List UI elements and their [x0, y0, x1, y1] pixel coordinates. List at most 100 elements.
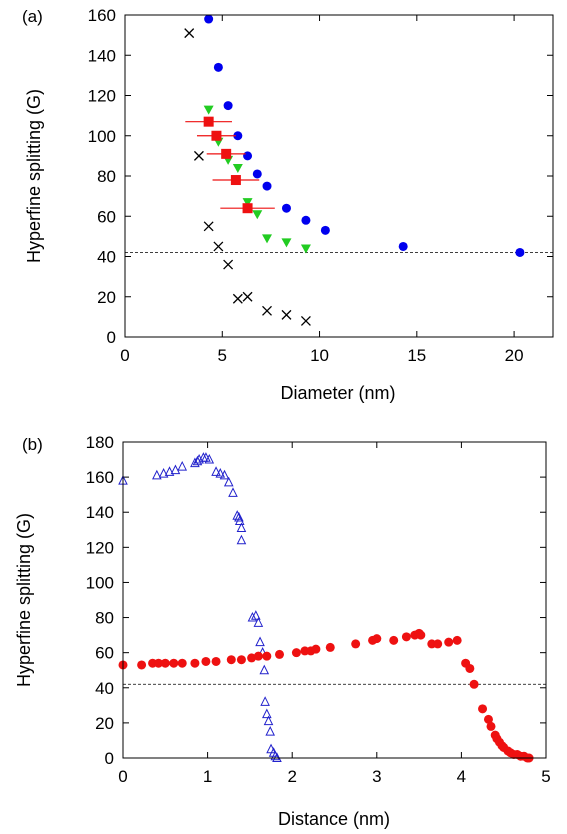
panel-b-point — [262, 651, 272, 661]
panel-a-y-tick-label: 40 — [97, 248, 116, 267]
panel-a-point — [193, 150, 204, 161]
panel-b-point — [152, 469, 162, 480]
panel-b-x-tick-label: 1 — [203, 767, 212, 786]
panel-a-point — [211, 130, 222, 141]
panel-a-y-tick-label: 60 — [97, 207, 116, 226]
panel-a-point — [300, 315, 311, 326]
panel-a-point — [203, 221, 214, 232]
panel-a-point — [223, 101, 233, 111]
panel-b-y-tick-label: 100 — [86, 573, 114, 592]
panel-a-plot-frame — [124, 14, 554, 338]
panel-b-point — [223, 476, 234, 487]
panel-b-point — [177, 460, 188, 471]
panel-a-point — [281, 309, 292, 320]
panel-a-tag: (a) — [22, 7, 43, 26]
panel-a-y-tick-label: 80 — [97, 167, 116, 186]
panel-b-series-triangle-open — [118, 452, 282, 762]
panel-b-point — [234, 515, 245, 525]
panel-b-point — [389, 635, 399, 645]
panel-b-point — [211, 466, 221, 476]
panel-b-y-tick-label: 40 — [95, 679, 114, 698]
panel-b-point — [169, 658, 179, 668]
panel-a-y-tick-label: 0 — [107, 328, 116, 347]
panel-b-y-tick-label: 60 — [95, 644, 114, 663]
panel-a-point — [262, 234, 273, 244]
panel-b-point — [291, 648, 301, 658]
panel-b-point — [483, 714, 493, 724]
panel-b-point — [236, 534, 247, 545]
panel-b-plot-frame — [122, 441, 547, 759]
panel-b-point — [228, 487, 238, 497]
panel-b-point — [253, 617, 264, 627]
panel-b-series-circle — [118, 628, 534, 763]
panel-a-point — [242, 203, 253, 214]
panel-a-point — [221, 148, 232, 159]
panel-b-point — [433, 639, 443, 649]
panel-a-series-square — [185, 116, 275, 214]
panel-b-point — [190, 658, 200, 668]
panel-b-point — [164, 466, 175, 476]
panel-b: (b) Hyperfine splitting (G) Distance (nm… — [14, 433, 551, 829]
panel-b-point — [154, 658, 164, 668]
panel-a-point — [232, 293, 243, 304]
panel-a-point — [320, 225, 330, 235]
panel-a-point — [262, 181, 272, 191]
panel-b-point — [234, 511, 244, 522]
panel-b-point — [275, 649, 285, 659]
panel-a-point — [232, 163, 243, 173]
panel-b-x-tick-label: 4 — [457, 767, 466, 786]
panel-a-series-circle — [204, 14, 525, 257]
panel-a-series-cross — [184, 28, 311, 326]
panel-b-point — [265, 726, 276, 736]
panel-b-point — [486, 721, 496, 731]
panel-a-point — [242, 198, 253, 208]
panel-a-point — [398, 241, 408, 251]
panel-b-point — [262, 708, 272, 719]
panel-b-point — [259, 664, 270, 675]
panel-a-point — [515, 247, 525, 257]
panel-b-point — [226, 655, 236, 665]
panel-a-point — [252, 210, 263, 220]
panel-a-y-tick-label: 120 — [88, 87, 116, 106]
panel-b-point — [253, 651, 263, 661]
panel-b-y-axis-title: Hyperfine splitting (G) — [14, 513, 34, 687]
panel-b-point — [177, 658, 187, 668]
panel-b-point — [263, 715, 274, 726]
panel-a-point — [262, 305, 272, 316]
panel-a-point — [300, 244, 311, 254]
panel-a-y-tick-label: 20 — [97, 288, 116, 307]
panel-a-y-axis-title: Hyperfine splitting (G) — [24, 89, 44, 263]
panel-b-point — [325, 642, 335, 652]
panel-a-point — [281, 238, 292, 248]
panel-b-point — [211, 656, 221, 666]
panel-a-point — [230, 175, 241, 186]
panel-b-point — [452, 635, 462, 645]
panel-b-point — [465, 663, 475, 673]
panel-b-point — [416, 630, 426, 640]
panel-a-point — [233, 131, 243, 141]
panel-b-x-tick-label: 3 — [372, 767, 381, 786]
panel-b-point — [215, 467, 226, 478]
panel-a-point — [223, 259, 234, 270]
panel-a: (a) Hyperfine splitting (G) Diameter (nm… — [22, 6, 554, 403]
panel-a-point — [301, 215, 311, 225]
panel-b-y-tick-label: 120 — [86, 538, 114, 557]
panel-b-y-tick-label: 20 — [95, 714, 114, 733]
panel-b-point — [158, 467, 169, 478]
panel-a-y-tick-label: 140 — [88, 46, 116, 65]
panel-b-y-tick-label: 140 — [86, 503, 114, 522]
panel-a-y-tick-label: 100 — [88, 127, 116, 146]
panel-b-y-tick-label: 180 — [86, 433, 114, 452]
panel-a-point — [184, 28, 195, 39]
panel-b-point — [170, 464, 181, 475]
panel-b-point — [247, 653, 257, 663]
panel-b-y-tick-label: 0 — [105, 749, 114, 768]
panel-a-y-tick-label: 160 — [88, 6, 116, 25]
panel-b-point — [201, 656, 211, 666]
panel-a-point — [252, 169, 262, 179]
panel-a-x-tick-label: 15 — [407, 346, 426, 365]
panel-a-point — [213, 62, 223, 72]
panel-b-point — [255, 636, 265, 647]
panel-b-point — [236, 655, 246, 665]
